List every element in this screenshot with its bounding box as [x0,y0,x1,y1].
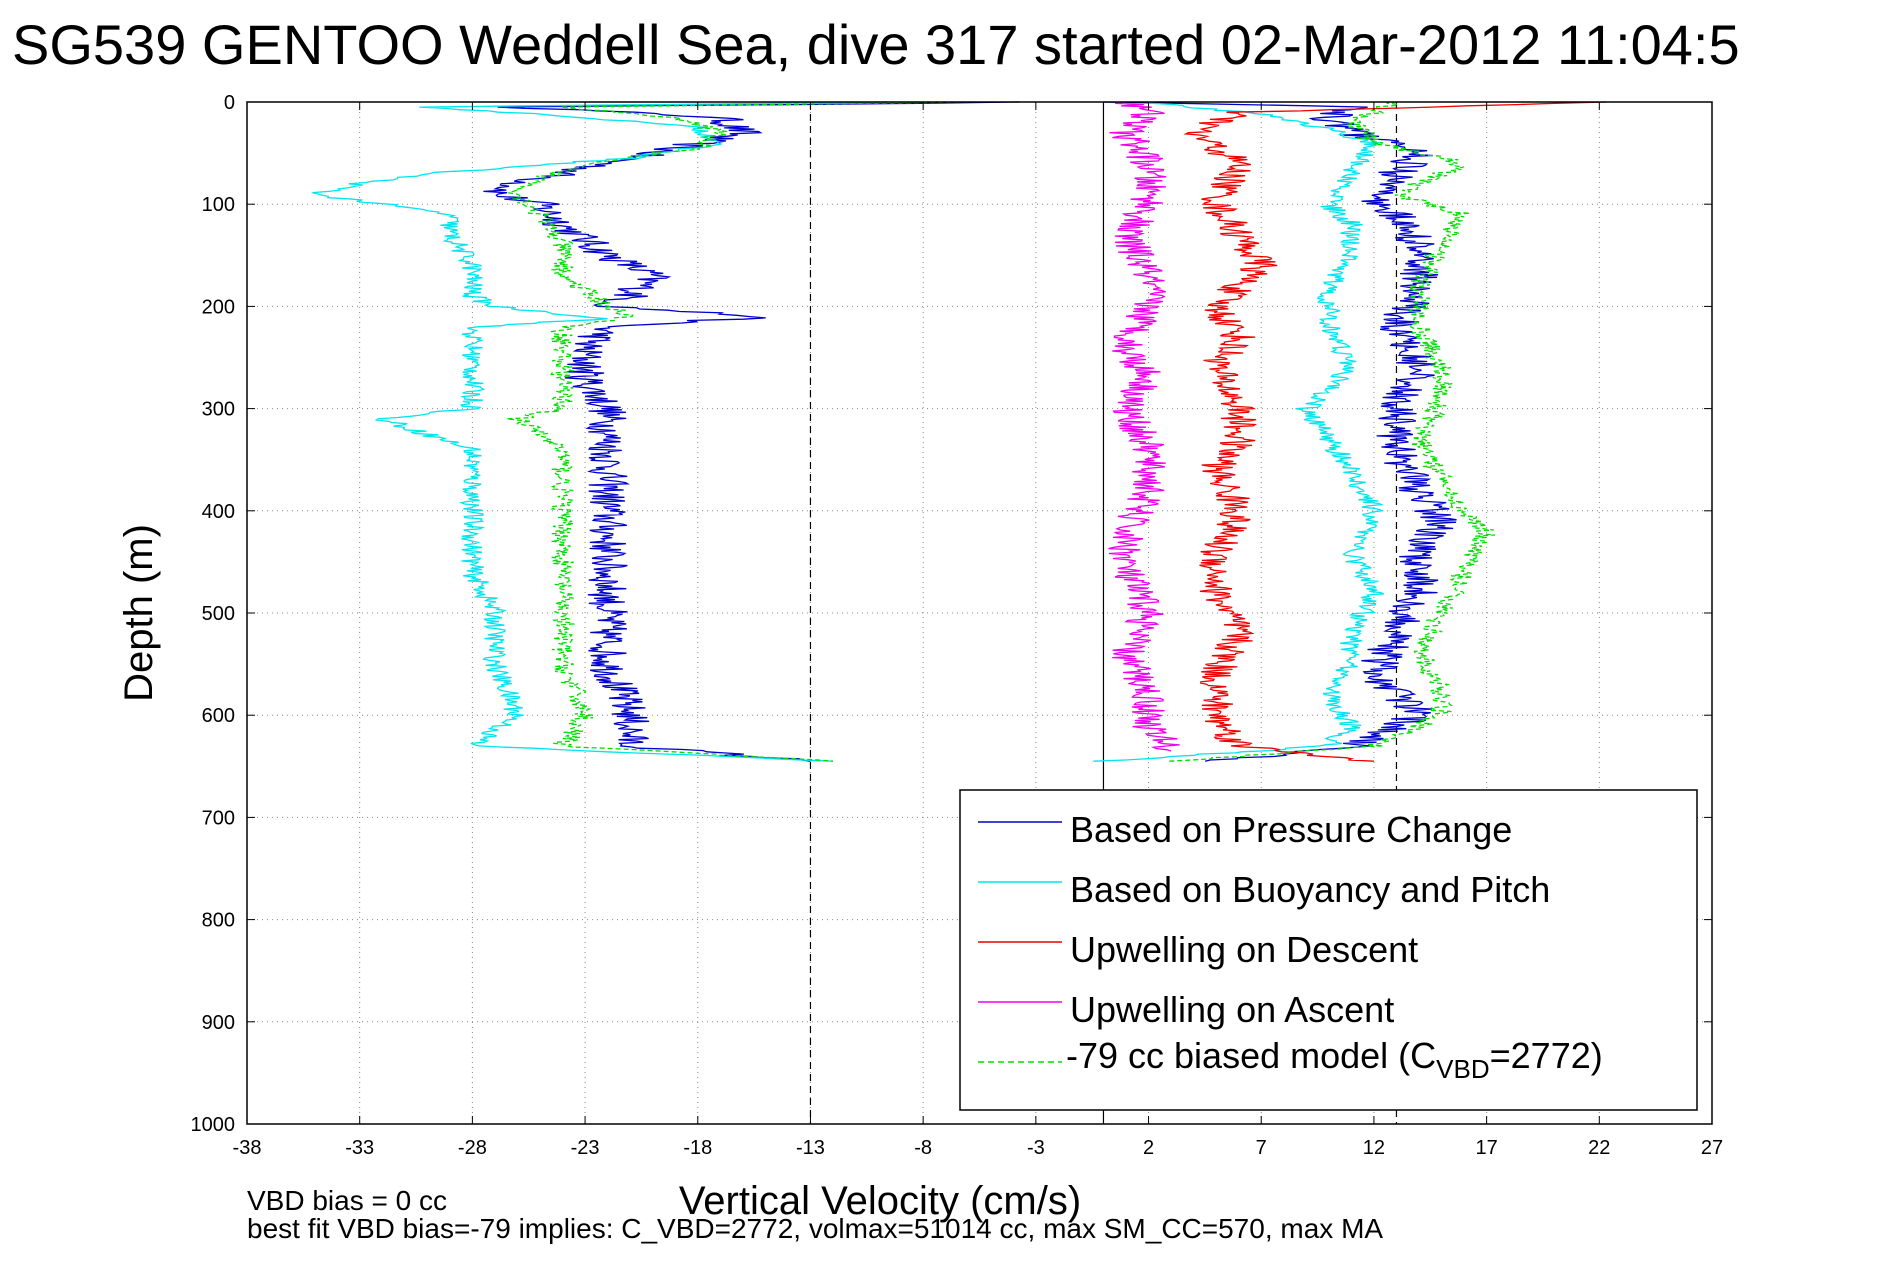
legend-label-model-suffix: =2772) [1490,1035,1603,1076]
data-series [312,101,1607,762]
y-tick-label: 800 [202,910,235,932]
legend-label-descent: Upwelling on Descent [1070,929,1418,970]
legend-label-model-sub: VBD [1436,1054,1489,1084]
x-tick-label: -23 [571,1137,600,1159]
series-line [1103,101,1457,762]
legend-label-model-main: -79 cc biased model (C [1066,1035,1436,1076]
series-line [1108,101,1180,752]
series-line [312,101,888,762]
y-tick-label: 100 [202,194,235,216]
y-tick-label: 900 [202,1012,235,1034]
x-tick-label: 2 [1143,1137,1154,1159]
y-tick-label: 700 [202,807,235,829]
y-tick-label: 300 [202,399,235,421]
x-tick-label: 7 [1256,1137,1267,1159]
y-tick-label: 500 [202,603,235,625]
x-tick-label: 17 [1475,1137,1497,1159]
y-tick-label: 1000 [191,1114,236,1136]
legend-label-ascent: Upwelling on Ascent [1070,989,1394,1030]
series-line [483,101,1020,762]
x-axis-ticks: -38 -33 -28 -23 -18 -13 -8 -3 2 7 12 17 22 27 [233,102,1723,1159]
y-tick-label: 400 [202,501,235,523]
y-tick-label: 0 [224,92,235,114]
x-tick-label: -3 [1027,1137,1045,1159]
y-axis-ticks: 0 100 200 300 400 500 600 700 800 900 1000 [191,92,1712,1136]
x-tick-label: -28 [458,1137,487,1159]
series-line [1169,101,1496,762]
x-tick-label: 27 [1701,1137,1723,1159]
series-line [506,101,968,762]
series-line [1093,101,1385,762]
x-tick-label: -8 [914,1137,932,1159]
x-tick-label: -13 [796,1137,825,1159]
x-tick-label: 22 [1588,1137,1610,1159]
annotation-vbd-bias: VBD bias = 0 cc [247,1185,447,1216]
x-axis-label: Vertical Velocity (cm/s) [679,1179,1081,1223]
y-tick-label: 200 [202,296,235,318]
x-tick-label: -33 [345,1137,374,1159]
y-tick-label: 600 [202,705,235,727]
legend: Based on Pressure Change Based on Buoyan… [959,789,1698,1111]
x-tick-label: -38 [233,1137,262,1159]
legend-label-pressure: Based on Pressure Change [1070,809,1512,850]
legend-label-model: -79 cc biased model (CVBD=2772) [1066,1035,1603,1084]
legend-box [959,789,1698,1111]
chart-title: SG539 GENTOO Weddell Sea, dive 317 start… [12,13,1740,76]
x-tick-label: 12 [1363,1137,1385,1159]
x-tick-label: -18 [683,1137,712,1159]
y-axis-label: Depth (m) [117,524,161,702]
legend-label-buoyancy: Based on Buoyancy and Pitch [1070,869,1550,910]
annotation-best-fit: best fit VBD bias=-79 implies: C_VBD=277… [247,1213,1383,1244]
series-line [1183,101,1607,762]
